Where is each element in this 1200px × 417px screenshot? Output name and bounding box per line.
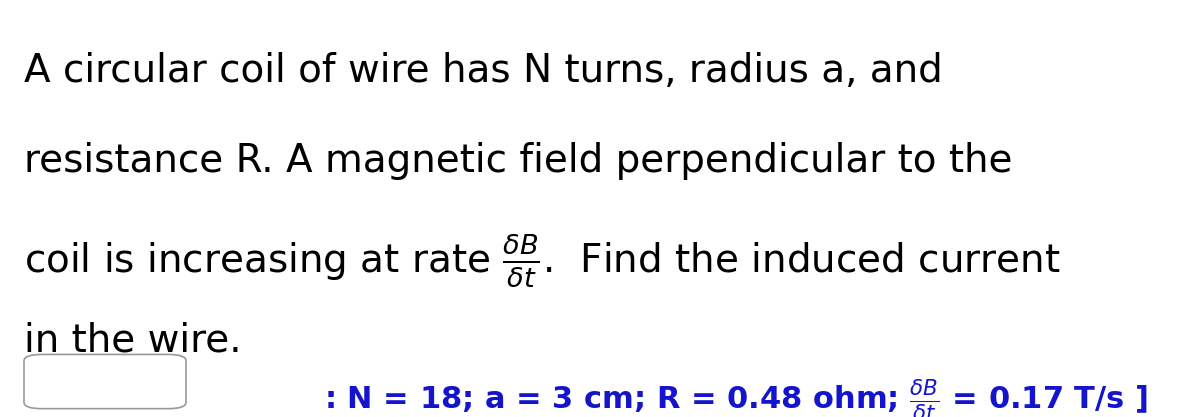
Text: coil is increasing at rate $\frac{\delta B}{\delta t}$.  Find the induced curren: coil is increasing at rate $\frac{\delta… — [24, 231, 1061, 289]
FancyBboxPatch shape — [24, 354, 186, 409]
Text: in the wire.: in the wire. — [24, 321, 241, 359]
Text: resistance R. A magnetic field perpendicular to the: resistance R. A magnetic field perpendic… — [24, 142, 1013, 180]
Text: : N = 18; a = 3 cm; R = 0.48 ohm; $\frac{\delta B}{\delta t}$ = 0.17 T/s ]: : N = 18; a = 3 cm; R = 0.48 ohm; $\frac… — [324, 377, 1148, 417]
Text: A circular coil of wire has N turns, radius a, and: A circular coil of wire has N turns, rad… — [24, 52, 943, 90]
